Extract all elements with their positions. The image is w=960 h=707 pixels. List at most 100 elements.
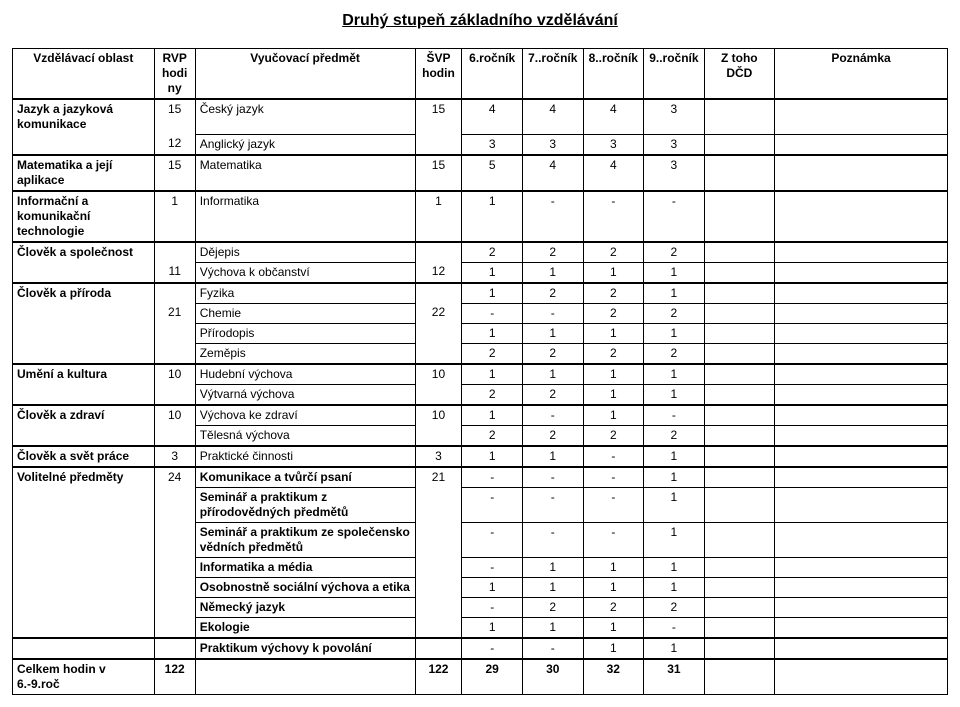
cell [774, 364, 947, 385]
cell [704, 323, 774, 343]
cell [704, 659, 774, 695]
cell: Ekologie [195, 617, 415, 638]
cell [774, 323, 947, 343]
cell [154, 617, 195, 638]
cell: Osobnostně sociální výchova a etika [195, 577, 415, 597]
cell: 12 [415, 262, 462, 283]
cell: 15 [154, 99, 195, 134]
cell [774, 99, 947, 134]
cell: Matematika [195, 155, 415, 191]
cell [704, 557, 774, 577]
cell [13, 522, 155, 557]
cell: 2 [583, 597, 644, 617]
col-g7: 7..ročník [522, 49, 583, 100]
cell [154, 323, 195, 343]
cell: 122 [415, 659, 462, 695]
cell: Český jazyk [195, 99, 415, 134]
cell [154, 242, 195, 263]
cell: 2 [522, 384, 583, 405]
cell [13, 303, 155, 323]
cell: 2 [583, 283, 644, 304]
cell [704, 487, 774, 522]
cell: 3 [154, 446, 195, 467]
table-row: 11Výchova k občanství121111 [13, 262, 948, 283]
cell [704, 283, 774, 304]
cell [704, 638, 774, 659]
cell: 1 [644, 446, 705, 467]
cell: Přírodopis [195, 323, 415, 343]
cell: 1 [462, 446, 523, 467]
cell [704, 364, 774, 385]
cell [415, 557, 462, 577]
cell [704, 425, 774, 446]
cell [774, 487, 947, 522]
cell: Seminář a praktikum ze společensko vědní… [195, 522, 415, 557]
cell: 15 [415, 99, 462, 134]
cell: 1 [644, 283, 705, 304]
cell: 3 [415, 446, 462, 467]
cell [154, 638, 195, 659]
table-row: Výtvarná výchova2211 [13, 384, 948, 405]
cell: 21 [154, 303, 195, 323]
cell [415, 242, 462, 263]
cell [13, 617, 155, 638]
cell: 4 [583, 99, 644, 134]
cell: - [644, 191, 705, 242]
cell [704, 446, 774, 467]
cell: 1 [522, 262, 583, 283]
cell: 2 [462, 425, 523, 446]
cell: - [462, 303, 523, 323]
cell [774, 597, 947, 617]
cell: Praktické činnosti [195, 446, 415, 467]
cell: 1 [522, 364, 583, 385]
cell [154, 343, 195, 364]
cell [774, 617, 947, 638]
cell [774, 557, 947, 577]
cell [415, 487, 462, 522]
table-row: Matematika a její aplikace15Matematika15… [13, 155, 948, 191]
cell: 2 [583, 242, 644, 263]
cell: 2 [583, 303, 644, 323]
cell: Informatika a média [195, 557, 415, 577]
cell: 3 [644, 155, 705, 191]
cell: 1 [583, 384, 644, 405]
cell: - [583, 522, 644, 557]
cell [774, 262, 947, 283]
cell [704, 597, 774, 617]
cell: 2 [522, 597, 583, 617]
cell: Volitelné předměty [13, 467, 155, 488]
cell: Dějepis [195, 242, 415, 263]
cell [13, 638, 155, 659]
cell: Komunikace a tvůrčí psaní [195, 467, 415, 488]
cell [13, 384, 155, 405]
table-row: Osobnostně sociální výchova a etika1111 [13, 577, 948, 597]
cell: 2 [522, 242, 583, 263]
cell: - [583, 487, 644, 522]
cell [154, 384, 195, 405]
cell: 1 [644, 557, 705, 577]
cell: 1 [462, 364, 523, 385]
cell: 1 [522, 323, 583, 343]
table-row: Zeměpis2222 [13, 343, 948, 364]
cell: - [522, 467, 583, 488]
cell: 2 [583, 343, 644, 364]
total-row: Celkem hodin v 6.-9.roč12212229303231 [13, 659, 948, 695]
table-row: Člověk a společnostDějepis2222 [13, 242, 948, 263]
cell: 30 [522, 659, 583, 695]
cell: Německý jazyk [195, 597, 415, 617]
cell [774, 155, 947, 191]
cell [13, 597, 155, 617]
cell: 11 [154, 262, 195, 283]
cell [13, 425, 155, 446]
cell [774, 242, 947, 263]
cell: 2 [644, 303, 705, 323]
cell: 1 [522, 446, 583, 467]
cell: 5 [462, 155, 523, 191]
cell [704, 522, 774, 557]
cell [195, 659, 415, 695]
col-g8: 8..ročník [583, 49, 644, 100]
col-dcd: Z toho DČD [704, 49, 774, 100]
cell: 15 [415, 155, 462, 191]
cell: 2 [522, 425, 583, 446]
cell: 10 [415, 364, 462, 385]
